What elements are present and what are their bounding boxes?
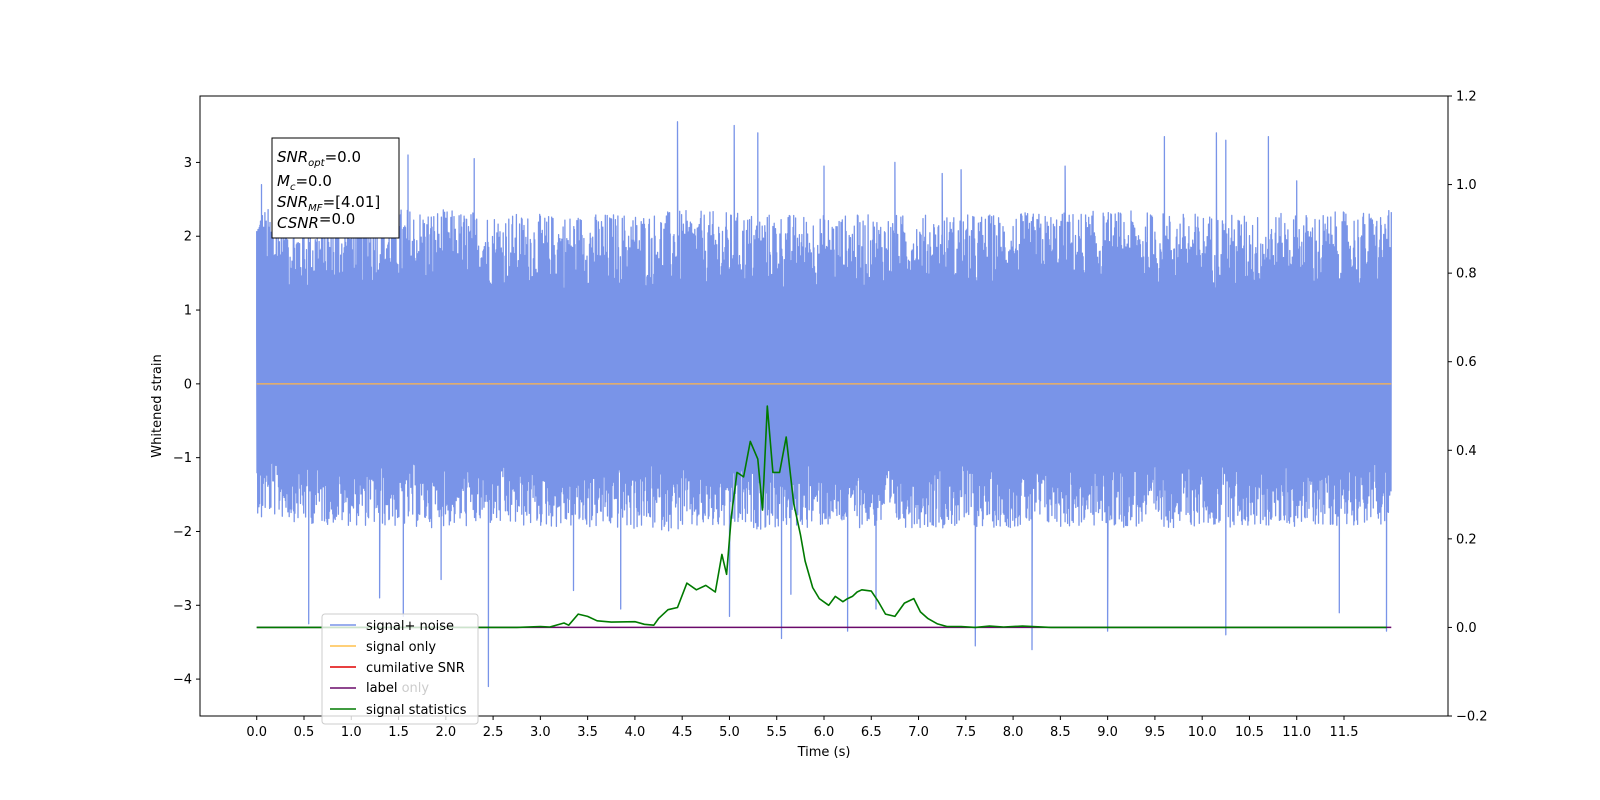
x-tick-label: 0.0: [246, 725, 267, 740]
y-tick-label-left: −3: [173, 599, 192, 614]
x-tick-label: 1.5: [388, 725, 409, 740]
y-tick-label-right: 0.6: [1456, 355, 1477, 370]
info-csnr: CSNR=0.0: [277, 210, 355, 232]
legend-label-signal-noise: signal+ noise: [366, 619, 454, 634]
legend-hidden-label-only: label only: [366, 681, 429, 696]
x-tick-label: 5.5: [766, 725, 787, 740]
legend-label-signal-statistics: signal statistics: [366, 703, 467, 718]
x-tick-label: 11.5: [1330, 725, 1359, 740]
x-tick-label: 2.5: [483, 725, 504, 740]
y-axis-right: 1.2 1.0 0.8 0.6 0.4 0.2 0.0 −0.2: [1448, 90, 1488, 725]
y-axis-left: 3 2 1 0 −1 −2 −3 −4: [173, 156, 200, 688]
info-snr-opt: SNRopt=0.0: [277, 148, 361, 169]
y-tick-label-left: −4: [173, 673, 192, 688]
x-axis: 0.0 0.5 1.0 1.5 2.0 2.5 3.0 3.5 4.0 4.5 5.0 5.5 6.0 6…: [246, 716, 1358, 740]
x-tick-label: 7.5: [955, 725, 976, 740]
x-tick-label: 10.0: [1188, 725, 1217, 740]
y-tick-label-right: 1.0: [1456, 178, 1477, 193]
info-mc: Mc=0.0: [277, 172, 332, 193]
x-tick-label: 3.0: [530, 725, 551, 740]
y-tick-label-left: 0: [184, 377, 192, 392]
y-tick-label-right: 0.4: [1456, 444, 1477, 459]
legend-label-label: label: [366, 681, 397, 696]
y-tick-label-right: 0.8: [1456, 267, 1477, 282]
x-tick-label: 6.0: [814, 725, 835, 740]
x-tick-label: 6.5: [861, 725, 882, 740]
y-tick-label-left: 1: [184, 304, 192, 319]
y-axis-label: Whitened strain: [150, 354, 165, 457]
x-tick-label: 8.0: [1003, 725, 1024, 740]
x-tick-label: 3.5: [577, 725, 598, 740]
y-tick-label-right: −0.2: [1456, 710, 1488, 725]
info-snr-mf: SNRMF=[4.01]: [277, 193, 380, 214]
legend: signal+ noise signal only cumilative SNR…: [321, 613, 479, 725]
y-tick-label-right: 0.2: [1456, 532, 1477, 547]
x-tick-label: 7.0: [908, 725, 929, 740]
series-signal-statistics: [256, 405, 1387, 629]
y-tick-label-left: −1: [173, 451, 192, 466]
y-tick-label-left: 2: [184, 230, 192, 245]
signal-noise-layer: [256, 121, 1392, 688]
x-tick-label: 4.5: [672, 725, 693, 740]
x-tick-label: 8.5: [1050, 725, 1071, 740]
y-tick-label-left: −2: [173, 525, 192, 540]
legend-label-cumulative-snr: cumilative SNR: [366, 661, 465, 676]
x-tick-label: 9.5: [1145, 725, 1166, 740]
x-tick-label: 0.5: [294, 725, 315, 740]
series-signal-noise: [256, 121, 1392, 688]
y-tick-label-right: 1.2: [1456, 90, 1477, 105]
info-box: SNRopt=0.0 Mc=0.0 SNRMF=[4.01] CSNR=0.0: [271, 137, 400, 239]
x-tick-label: 1.0: [341, 725, 362, 740]
x-tick-label: 9.0: [1097, 725, 1118, 740]
x-axis-label: Time (s): [797, 745, 851, 760]
x-tick-label: 4.0: [625, 725, 646, 740]
legend-label-signal-only: signal only: [366, 640, 436, 655]
x-tick-label: 5.0: [719, 725, 740, 740]
x-tick-label: 11.0: [1282, 725, 1311, 740]
y-tick-label-right: 0.0: [1456, 621, 1477, 636]
y-tick-label-left: 3: [184, 156, 192, 171]
x-tick-label: 10.5: [1235, 725, 1264, 740]
x-tick-label: 2.0: [435, 725, 456, 740]
